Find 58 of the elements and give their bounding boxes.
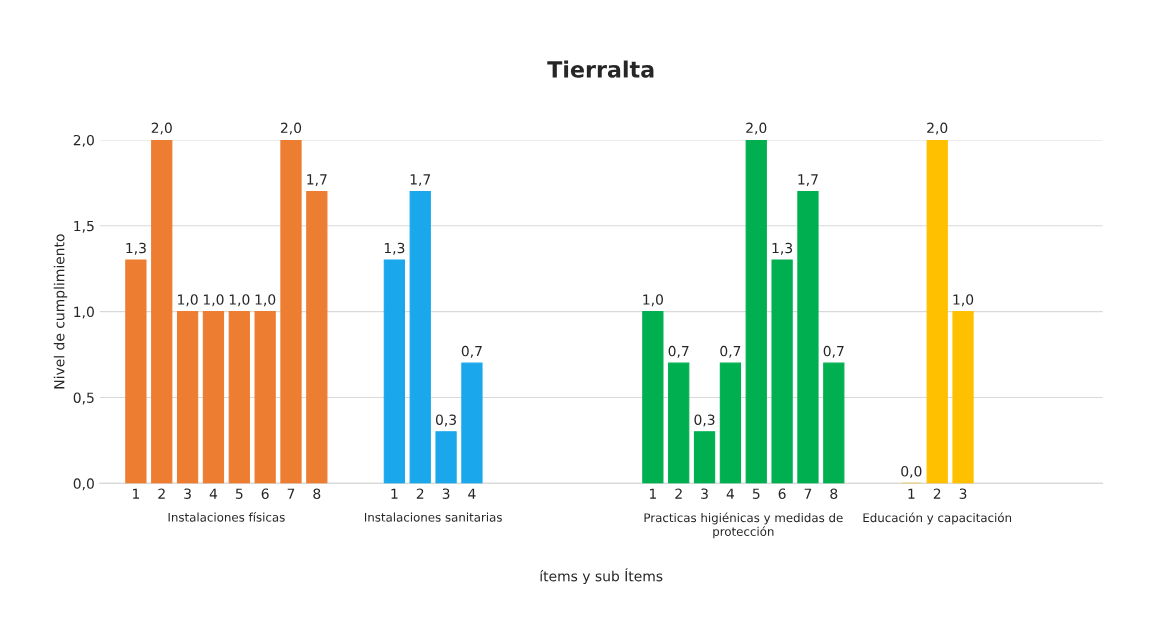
data-label: 1,7 [307,174,327,186]
y-tick-label: 1,0 [74,306,94,319]
x-tick-label: 7 [804,488,812,499]
data-label: 0,7 [668,345,689,358]
data-label: 0,7 [720,345,741,358]
x-tick-label: 1 [649,488,656,499]
data-label: 0,0 [901,466,922,478]
x-tick-label: 2 [675,488,682,499]
text: Educación y capacitación [863,512,1012,525]
data-label: 1,0 [255,294,276,307]
data-label: 0,3 [694,414,715,427]
text: Practicas higiénicas y medidas de protección [644,512,843,539]
x-tick-label: 3 [184,488,191,499]
x-tick-label: 4 [209,488,218,499]
x-tick-label: 1 [133,488,140,499]
y-tick-label: 0,5 [73,392,94,405]
x-tick-label: 2 [416,488,424,499]
data-label: 2,0 [280,122,302,135]
data-label: 0,7 [461,345,482,358]
data-label: 1,0 [953,294,974,307]
data-label: 2,0 [746,122,767,135]
x-tick-label: 3 [701,488,708,499]
data-label: 1,0 [643,294,663,307]
x-tick-label: 5 [235,488,243,499]
y-tick-label: 2,0 [73,134,94,147]
data-label: 1,3 [772,242,793,255]
x-tick-label: 6 [261,488,269,499]
data-label: 1,7 [798,174,818,186]
x-tick-label: 3 [959,488,967,499]
data-label: 0,7 [823,345,844,358]
x-tick-label: 2 [933,488,941,499]
data-label: 2,0 [151,122,172,135]
data-label: 1,0 [203,294,224,307]
y-tick-label: 1,5 [74,220,94,233]
data-label: 1,3 [384,242,405,255]
x-tick-label: 2 [158,488,165,499]
data-label: 1,0 [229,294,250,307]
x-tick-label: 7 [287,488,295,499]
chart-title: Tierralta [547,60,654,78]
data-label: 2,0 [927,122,948,135]
y-axis-title: Nivel de cumplimiento [53,234,68,389]
x-axis-title: ítems y sub Ítems [540,568,663,585]
text: Instalaciones físicas [168,512,285,522]
x-tick-label: 1 [391,488,398,499]
x-tick-label: 4 [726,488,735,499]
x-tick-label: 3 [442,488,450,499]
x-tick-label: 8 [830,488,838,499]
data-label: 1,3 [126,242,146,255]
x-tick-label: 5 [752,488,760,499]
x-tick-label: 6 [778,488,786,499]
x-tick-label: 4 [468,488,476,499]
data-label: 0,3 [435,414,456,427]
x-tick-label: 1 [908,488,915,499]
data-label: 1,0 [178,294,198,307]
y-tick-label: 0,0 [73,478,94,491]
data-label: 1,7 [410,174,431,186]
x-tick-label: 8 [313,488,321,499]
text: Instalaciones sanitarias [364,512,502,522]
